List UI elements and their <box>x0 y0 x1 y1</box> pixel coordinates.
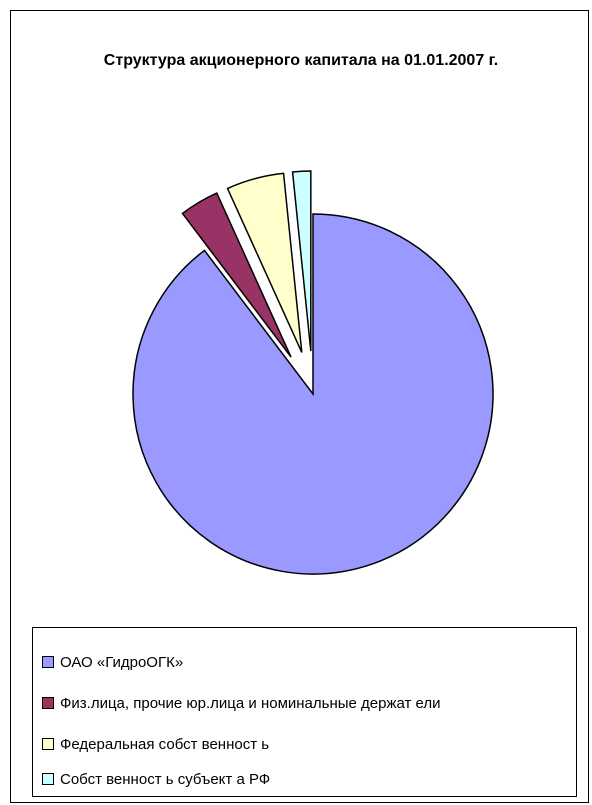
legend-label: Федеральная собст венност ь <box>60 735 270 753</box>
legend-item: Физ.лица, прочие юр.лица и номинальные д… <box>42 693 441 713</box>
legend-label: Собст венност ь субъект а РФ <box>60 770 271 788</box>
legend: ОАО «ГидроОГК» Физ.лица, прочие юр.лица … <box>32 627 577 797</box>
pie-slice <box>132 213 494 575</box>
legend-swatch <box>42 697 54 709</box>
legend-swatch <box>42 773 54 785</box>
pie-slice <box>181 192 292 358</box>
legend-label: Физ.лица, прочие юр.лица и номинальные д… <box>60 694 441 712</box>
legend-swatch <box>42 738 54 750</box>
legend-item: Собст венност ь субъект а РФ <box>42 769 270 789</box>
legend-label: ОАО «ГидроОГК» <box>60 653 184 671</box>
pie-slice <box>226 172 303 353</box>
chart-title: Структура акционерного капитала на 01.01… <box>103 52 499 69</box>
legend-item: Федеральная собст венност ь <box>42 734 269 754</box>
legend-item: ОАО «ГидроОГК» <box>42 652 183 672</box>
legend-swatch <box>42 656 54 668</box>
pie-slice <box>291 170 312 352</box>
